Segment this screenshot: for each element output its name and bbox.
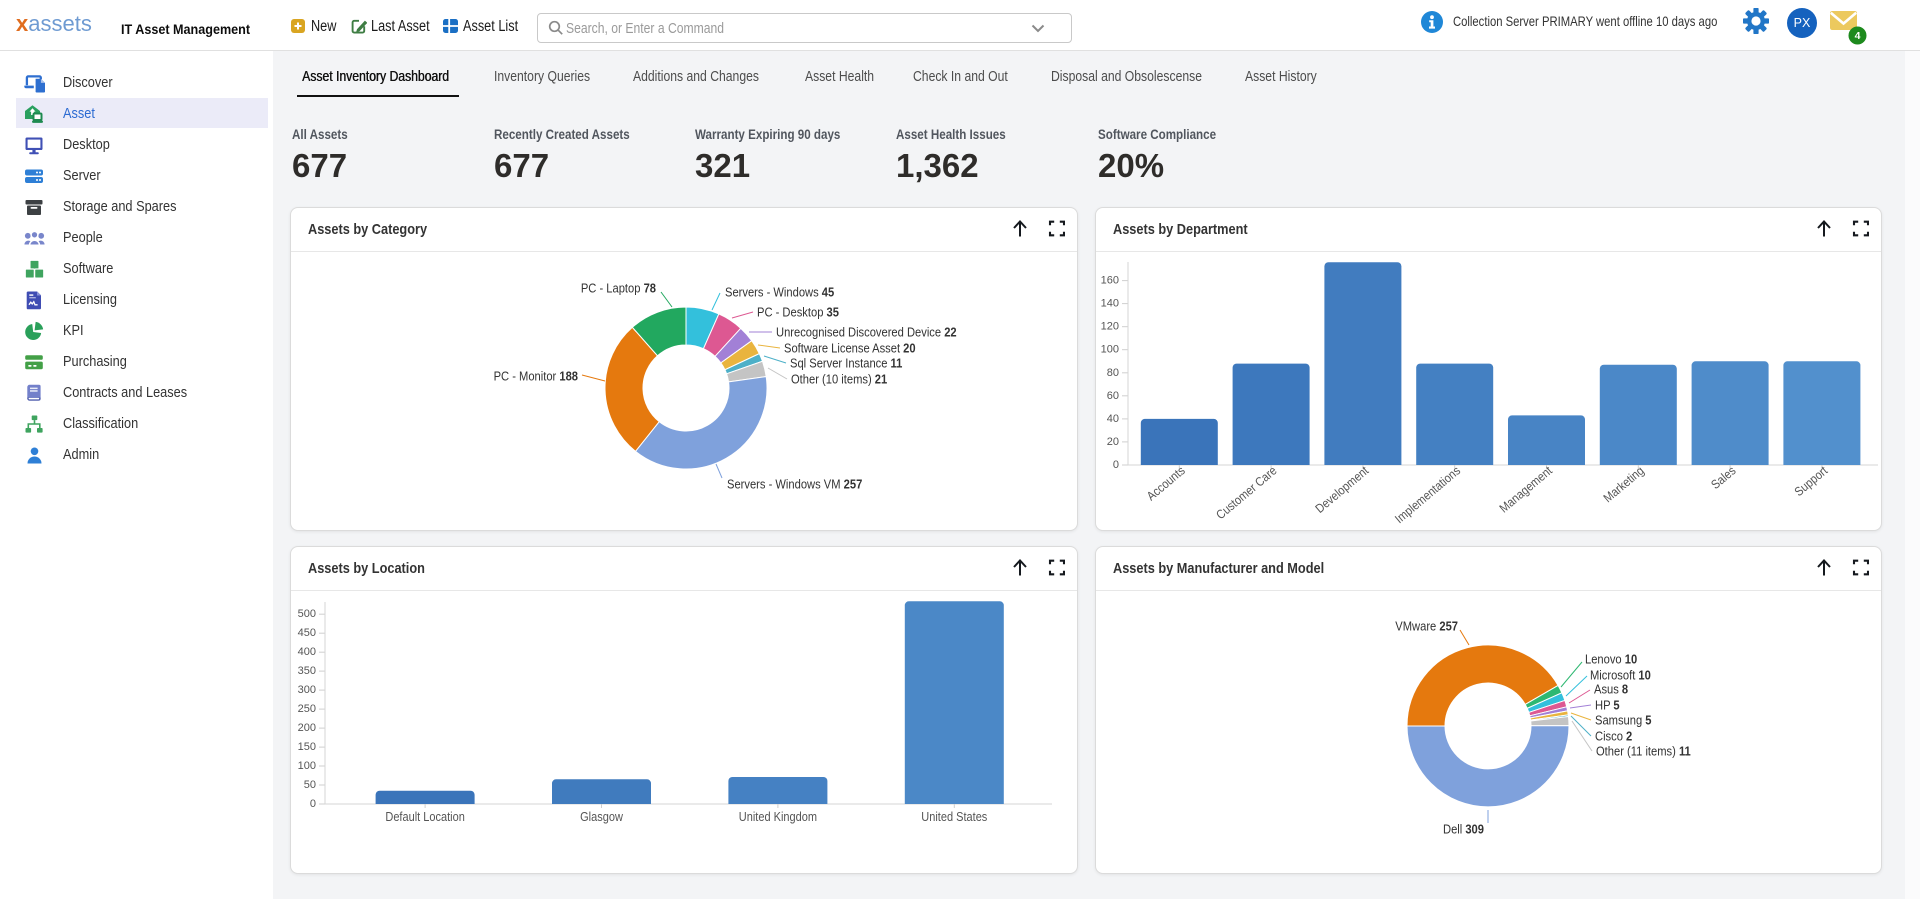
svg-text:Glasgow: Glasgow bbox=[580, 810, 623, 824]
svg-text:Microsoft 10: Microsoft 10 bbox=[1590, 667, 1651, 682]
svg-text:40: 40 bbox=[1107, 413, 1119, 425]
svg-text:Sales: Sales bbox=[1709, 464, 1739, 492]
svg-text:PC - Monitor 188: PC - Monitor 188 bbox=[494, 368, 579, 383]
svg-text:80: 80 bbox=[1107, 367, 1119, 379]
svg-text:Dell 309: Dell 309 bbox=[1443, 821, 1484, 836]
svg-text:100: 100 bbox=[1101, 344, 1119, 356]
svg-text:400: 400 bbox=[298, 646, 316, 658]
svg-text:VMware 257: VMware 257 bbox=[1395, 618, 1458, 633]
svg-text:PC - Desktop 35: PC - Desktop 35 bbox=[757, 304, 839, 319]
svg-text:Management: Management bbox=[1497, 463, 1556, 515]
svg-text:60: 60 bbox=[1107, 390, 1119, 402]
svg-text:United States: United States bbox=[921, 810, 987, 824]
svg-text:Default Location: Default Location bbox=[385, 810, 464, 824]
svg-text:Implementations: Implementations bbox=[1393, 464, 1464, 526]
svg-text:500: 500 bbox=[298, 608, 316, 620]
svg-text:Unrecognised Discovered Device: Unrecognised Discovered Device 22 bbox=[776, 324, 957, 339]
svg-text:Development: Development bbox=[1313, 463, 1372, 516]
svg-text:Lenovo 10: Lenovo 10 bbox=[1585, 651, 1637, 666]
svg-text:Other (10 items) 21: Other (10 items) 21 bbox=[791, 371, 887, 386]
svg-text:160: 160 bbox=[1101, 275, 1119, 287]
svg-text:450: 450 bbox=[298, 627, 316, 639]
svg-text:Customer Care: Customer Care bbox=[1214, 464, 1280, 523]
svg-text:150: 150 bbox=[298, 741, 316, 753]
svg-text:PC - Laptop 78: PC - Laptop 78 bbox=[581, 280, 656, 295]
svg-text:200: 200 bbox=[298, 722, 316, 734]
svg-text:100: 100 bbox=[298, 760, 316, 772]
svg-text:350: 350 bbox=[298, 665, 316, 677]
svg-text:0: 0 bbox=[310, 798, 316, 810]
svg-text:0: 0 bbox=[1113, 459, 1119, 471]
svg-text:Cisco 2: Cisco 2 bbox=[1595, 728, 1632, 743]
svg-text:300: 300 bbox=[298, 684, 316, 696]
svg-text:HP 5: HP 5 bbox=[1595, 697, 1620, 712]
svg-text:Accounts: Accounts bbox=[1144, 464, 1188, 504]
svg-text:Samsung 5: Samsung 5 bbox=[1595, 712, 1652, 727]
svg-text:Asus 8: Asus 8 bbox=[1594, 681, 1628, 696]
svg-text:Support: Support bbox=[1792, 463, 1831, 499]
svg-text:50: 50 bbox=[304, 779, 316, 791]
svg-text:Marketing: Marketing bbox=[1601, 464, 1647, 506]
svg-text:120: 120 bbox=[1101, 321, 1119, 333]
svg-text:4: 4 bbox=[1855, 30, 1861, 42]
svg-text:United Kingdom: United Kingdom bbox=[739, 810, 817, 824]
svg-text:140: 140 bbox=[1101, 298, 1119, 310]
svg-text:Software License Asset 20: Software License Asset 20 bbox=[784, 340, 916, 355]
svg-text:Servers - Windows VM 257: Servers - Windows VM 257 bbox=[727, 476, 863, 491]
svg-text:Other (11 items) 11: Other (11 items) 11 bbox=[1596, 743, 1691, 758]
svg-text:20: 20 bbox=[1107, 436, 1119, 448]
svg-text:Servers - Windows 45: Servers - Windows 45 bbox=[725, 284, 834, 299]
svg-text:250: 250 bbox=[298, 703, 316, 715]
svg-text:Sql Server Instance 11: Sql Server Instance 11 bbox=[790, 355, 903, 370]
